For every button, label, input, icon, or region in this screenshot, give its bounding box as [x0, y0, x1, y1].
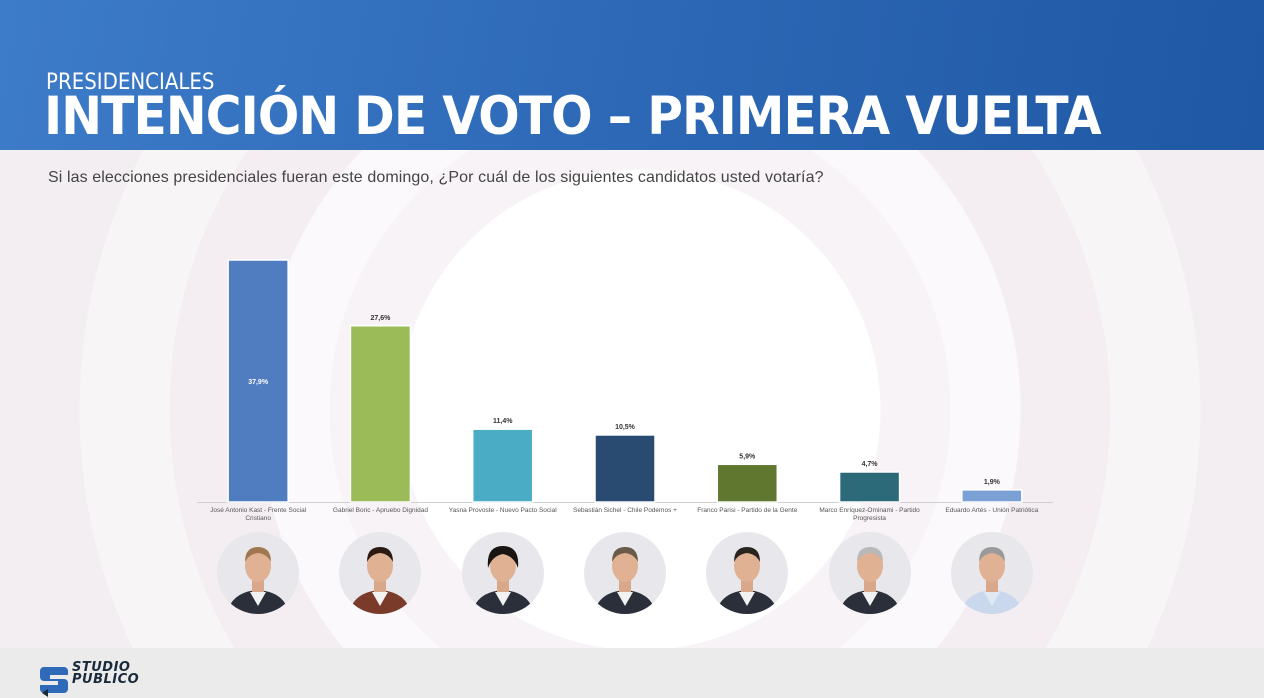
- data-label-0: 37,9%: [248, 379, 269, 386]
- logo-line-1: STUDIO: [72, 660, 131, 675]
- footer-bar: [0, 648, 1264, 698]
- data-label-5: 4,7%: [862, 461, 879, 468]
- header-banner: PRESIDENCIALES INTENCIÓN DE VOTO – PRIME…: [0, 0, 1264, 150]
- header-supertitle: PRESIDENCIALES: [46, 70, 215, 95]
- category-label-0-line-1: Cristiano: [245, 515, 271, 522]
- survey-question: Si las elecciones presidenciales fueran …: [48, 169, 824, 186]
- category-label-0: José Antonio Kast - Frente Social: [210, 507, 307, 514]
- category-label-5: Marco Enríquez-Ominami - Partido: [819, 507, 920, 514]
- data-label-6: 1,9%: [984, 479, 1001, 486]
- candidate-photo-enriquez-ominami: [828, 532, 911, 614]
- bar-3: [594, 434, 656, 503]
- category-label-4: Franco Parisi - Partido de la Gente: [697, 507, 797, 514]
- bar-5: [838, 471, 901, 503]
- bar-6: [961, 489, 1023, 503]
- bar-2: [471, 428, 534, 503]
- category-label-3: Sebastián Sichel - Chile Podemos +: [573, 507, 677, 514]
- data-label-3: 10,5%: [615, 424, 636, 431]
- category-label-2: Yasna Provoste - Nuevo Pacto Social: [449, 507, 557, 514]
- category-label-1: Gabriel Boric - Apruebo Dignidad: [333, 507, 428, 514]
- data-label-1: 27,6%: [370, 315, 391, 322]
- logo-line-2: PUBLICO: [72, 672, 140, 687]
- studio-publico-logo-text: STUDIO PUBLICO: [72, 660, 140, 687]
- bar-0: [227, 259, 289, 503]
- data-label-2: 11,4%: [493, 418, 513, 425]
- candidate-photo-artes: [950, 532, 1033, 614]
- bar-1: [349, 325, 412, 503]
- bar-4: [716, 463, 779, 503]
- candidate-photo-parisi: [706, 532, 789, 614]
- page-title: INTENCIÓN DE VOTO – PRIMERA VUELTA: [44, 86, 1102, 147]
- candidate-photo-provoste: [461, 532, 544, 614]
- data-label-4: 5,9%: [739, 453, 756, 460]
- candidate-photo-kast: [217, 532, 300, 614]
- category-label-5-line-1: Progresista: [853, 515, 886, 522]
- candidate-photo-boric: [339, 532, 422, 614]
- studio-publico-logo-icon: [40, 667, 68, 697]
- candidate-photo-sichel: [584, 532, 666, 614]
- category-label-6: Eduardo Artés - Unión Patriótica: [945, 507, 1038, 514]
